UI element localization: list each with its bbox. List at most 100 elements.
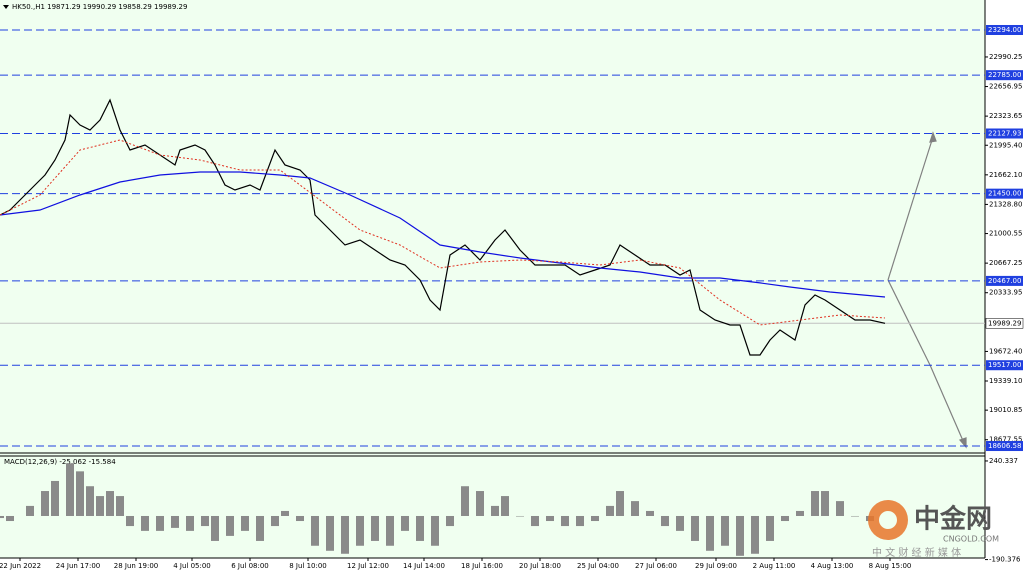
x-tick-label: 27 Jul 06:00 xyxy=(635,562,677,570)
macd-bar xyxy=(591,515,599,522)
macd-bar xyxy=(186,515,194,531)
macd-bar xyxy=(116,496,124,516)
macd-bar xyxy=(431,515,439,546)
level-tag xyxy=(986,128,1023,139)
macd-bar xyxy=(606,505,614,516)
macd-bar xyxy=(561,515,569,527)
macd-bar xyxy=(226,515,234,536)
macd-bar xyxy=(41,491,49,516)
macd-bar xyxy=(96,496,104,516)
price-line xyxy=(0,171,886,298)
x-tick-label: 12 Jul 12:00 xyxy=(347,562,389,570)
y-tick-label: 22323.65 xyxy=(989,112,1022,120)
price-axis-bg xyxy=(985,0,1024,573)
level-label: 20467.00 xyxy=(988,277,1021,285)
logo xyxy=(879,511,897,529)
macd-bar xyxy=(836,501,844,516)
macd-bar xyxy=(796,510,804,516)
macd-bar xyxy=(631,501,639,516)
macd-bar xyxy=(356,515,364,546)
macd-bar xyxy=(781,515,789,522)
x-tick-label: 2 Aug 11:00 xyxy=(753,562,796,570)
macd-bar xyxy=(646,510,654,516)
price-line xyxy=(0,98,886,356)
macd-bar xyxy=(661,515,669,527)
x-tick-label: 24 Jun 17:00 xyxy=(56,562,100,570)
macd-bar xyxy=(461,486,469,516)
macd-bar xyxy=(766,515,774,541)
macd-bar xyxy=(281,510,289,516)
macd-bar xyxy=(6,515,14,522)
y-tick-label: 20333.95 xyxy=(989,289,1022,297)
y-tick-label: 21995.40 xyxy=(989,141,1022,149)
macd-bar xyxy=(51,480,59,516)
x-tick-label: 18 Jul 16:00 xyxy=(461,562,503,570)
macd-bar xyxy=(271,515,279,527)
macd-bar xyxy=(476,491,484,516)
macd-bar xyxy=(706,515,714,551)
macd-bar xyxy=(201,515,209,527)
level-label: 23294.00 xyxy=(988,26,1021,34)
watermark: 中金网 CNGOLD.COM 中 文 财 经 新 媒 体 xyxy=(868,500,999,559)
macd-bar xyxy=(66,463,74,516)
macd-bar xyxy=(86,486,94,516)
macd-bar xyxy=(256,515,264,541)
x-tick-label: 20 Jul 18:00 xyxy=(519,562,561,570)
y-tick-label: 21328.80 xyxy=(989,200,1022,208)
macd-bar xyxy=(546,515,554,522)
y-tick-label: 21000.55 xyxy=(989,230,1022,238)
macd-bar xyxy=(341,515,349,554)
y-tick-label: 21662.10 xyxy=(989,171,1022,179)
macd-bar xyxy=(311,515,319,546)
macd-bar xyxy=(821,491,829,516)
menu-triangle xyxy=(3,5,9,9)
macd-bar xyxy=(516,515,524,517)
macd-bar xyxy=(446,515,454,527)
chart-header: HK50.,H1 19871.29 19990.29 19858.29 1998… xyxy=(12,3,187,11)
watermark-brand: 中金网 xyxy=(914,504,992,535)
macd-bar xyxy=(531,515,539,527)
macd-bar xyxy=(386,515,394,546)
macd-bar xyxy=(126,515,134,527)
x-tick-label: 14 Jul 14:00 xyxy=(403,562,445,570)
macd-bar xyxy=(751,515,759,554)
macd-bar xyxy=(371,515,379,541)
level-tag xyxy=(986,188,1023,199)
x-tick-label: 8 Aug 15:00 xyxy=(869,562,912,570)
macd-bar xyxy=(401,515,409,531)
macd-bar xyxy=(106,491,114,516)
level-tag xyxy=(986,275,1023,286)
macd-bar xyxy=(576,515,584,527)
macd-tick-label: -190.376 xyxy=(989,556,1021,564)
level-label: 18606.58 xyxy=(988,442,1021,450)
last-price-label: 19989.29 xyxy=(988,319,1021,327)
macd-bar xyxy=(0,515,4,519)
y-tick-label: 19010.85 xyxy=(989,406,1022,414)
macd-bar xyxy=(811,491,819,516)
macd-bar xyxy=(296,515,304,522)
y-tick-label: 19339.10 xyxy=(989,377,1022,385)
macd-label: MACD(12,26,9) -25.062 -15.584 xyxy=(4,458,116,466)
macd-bar xyxy=(736,515,744,556)
x-tick-label: 29 Jul 09:00 xyxy=(695,562,737,570)
watermark-tagline: 中 文 财 经 新 媒 体 xyxy=(872,546,961,559)
x-tick-label: 4 Aug 13:00 xyxy=(811,562,854,570)
x-tick-label: 4 Jul 05:00 xyxy=(173,562,211,570)
macd-bar xyxy=(501,496,509,516)
macd-bar xyxy=(211,515,219,541)
x-tick-label: 22 Jun 2022 xyxy=(0,562,41,570)
level-tag xyxy=(986,24,1023,35)
macd-bar xyxy=(76,471,84,516)
y-tick-label: 22990.25 xyxy=(989,53,1022,61)
x-tick-label: 6 Jul 08:00 xyxy=(231,562,269,570)
macd-bar xyxy=(691,515,699,541)
level-label: 21450.00 xyxy=(988,190,1021,198)
macd-bar xyxy=(26,505,34,516)
macd-bar xyxy=(721,515,729,546)
level-label: 22127.93 xyxy=(988,129,1021,137)
macd-bar xyxy=(241,515,249,531)
last-price-tag xyxy=(985,318,1024,329)
level-tag xyxy=(986,441,1023,452)
macd-bar xyxy=(851,515,859,517)
